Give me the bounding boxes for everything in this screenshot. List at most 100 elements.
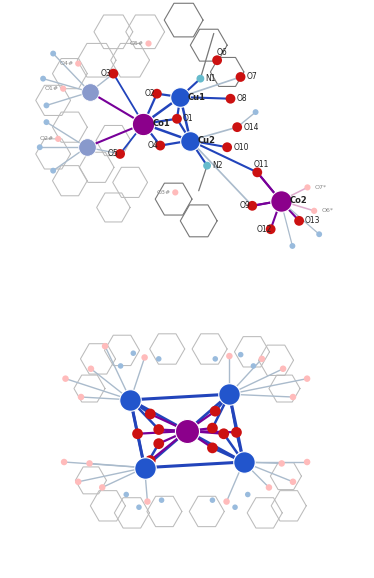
Point [238,350,244,360]
Point [88,364,94,373]
Point [87,87,93,97]
Point [304,457,310,466]
Point [174,114,180,124]
Point [224,143,230,152]
Point [234,123,240,132]
Text: O4: O4 [147,141,158,150]
Point [304,374,310,383]
Point [227,94,233,103]
Text: O10: O10 [233,143,249,152]
Point [43,101,49,110]
Point [214,55,220,65]
Point [172,188,178,197]
Point [197,74,203,83]
Point [142,463,148,472]
Point [252,108,258,117]
Point [177,92,183,102]
Point [259,354,265,364]
Point [99,483,105,492]
Point [209,495,215,505]
Point [78,392,84,402]
Point [50,166,56,175]
Point [43,117,49,127]
Point [279,459,285,468]
Point [226,351,232,361]
Text: N1: N1 [205,74,216,83]
Point [249,201,255,210]
Point [224,497,230,506]
Point [156,439,162,449]
Point [232,503,238,512]
Point [156,425,162,434]
Point [37,143,43,152]
Point [75,477,81,487]
Text: O8: O8 [236,94,247,103]
Text: O2#: O2# [40,136,54,142]
Point [237,72,243,81]
Point [84,143,90,152]
Text: O5#: O5# [130,41,144,46]
Point [233,428,239,437]
Point [102,342,108,351]
Point [55,134,61,143]
Point [147,456,153,465]
Point [147,409,153,418]
Point [86,459,92,468]
Point [62,374,68,383]
Point [268,225,274,234]
Point [221,429,227,438]
Point [316,229,322,239]
Point [266,483,272,492]
Point [154,89,160,98]
Point [61,457,67,466]
Point [136,503,142,512]
Point [135,429,141,438]
Text: O7*: O7* [315,185,327,190]
Point [290,392,296,402]
Text: O9: O9 [239,201,250,210]
Point [184,427,190,436]
Point [75,59,81,68]
Text: O1: O1 [183,114,194,123]
Text: Co2: Co2 [290,197,308,205]
Point [159,495,165,505]
Point [123,490,129,499]
Text: O3: O3 [101,69,111,78]
Point [290,477,296,487]
Point [40,74,46,83]
Text: O6*: O6* [322,208,334,213]
Point [311,206,317,216]
Text: O4#: O4# [60,61,74,66]
Point [209,443,215,453]
Point [212,406,218,416]
Text: O14: O14 [243,123,259,132]
Point [50,49,56,58]
Text: O11: O11 [254,161,269,169]
Point [304,183,310,192]
Point [245,490,251,499]
Point [240,457,246,466]
Point [157,141,163,150]
Point [204,161,210,171]
Text: O2: O2 [144,89,155,98]
Text: Co1: Co1 [153,119,171,128]
Point [117,149,123,158]
Point [187,136,193,145]
Text: O13: O13 [305,216,321,225]
Text: O3#: O3# [157,190,171,195]
Text: O1#: O1# [45,86,59,91]
Point [280,364,286,373]
Point [156,354,162,364]
Point [278,196,284,205]
Point [212,354,218,364]
Text: O12: O12 [257,225,272,234]
Point [144,497,150,506]
Point [226,390,232,399]
Point [141,119,147,128]
Point [130,349,136,358]
Text: Cu1: Cu1 [188,92,206,102]
Text: N2: N2 [212,161,223,170]
Point [145,39,151,48]
Point [296,216,302,225]
Point [60,84,66,93]
